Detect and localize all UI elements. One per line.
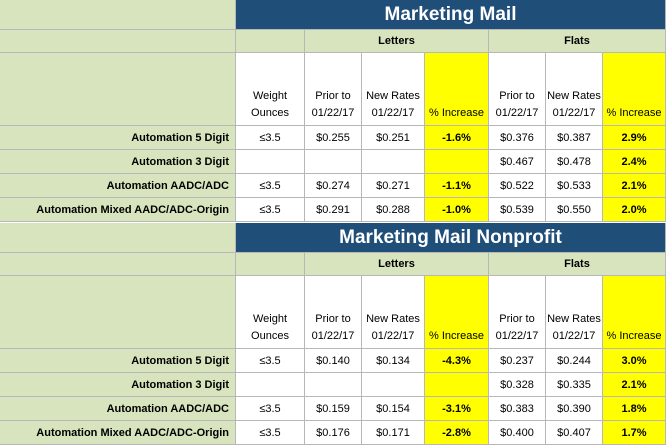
- letters-group-header: Letters: [305, 30, 489, 53]
- section-title: Marketing Mail Nonprofit: [236, 223, 666, 253]
- letters-increase-cell: -1.6%: [425, 126, 489, 150]
- section-title: Marketing Mail: [236, 0, 666, 30]
- group-weight-blank: [236, 30, 305, 53]
- letters-increase-cell: -4.3%: [425, 349, 489, 373]
- letters-new-cell: $0.134: [362, 349, 425, 373]
- flats-prior-cell: $0.539: [489, 198, 546, 222]
- weight-cell: [236, 373, 305, 397]
- row-label: Automation Mixed AADC/ADC-Origin: [0, 421, 236, 445]
- flats-new-header: New Rates 01/22/17: [546, 276, 603, 349]
- flats-prior-header: Prior to 01/22/17: [489, 53, 546, 126]
- letters-prior-header: Prior to 01/22/17: [305, 276, 362, 349]
- flats-increase-cell: 2.1%: [603, 373, 666, 397]
- letters-increase-header: % Increase: [425, 53, 489, 126]
- letters-group-header: Letters: [305, 253, 489, 276]
- group-left-blank: [0, 30, 236, 53]
- header-left-blank: [0, 53, 236, 126]
- weight-header: Weight Ounces: [236, 53, 305, 126]
- letters-prior-cell: $0.140: [305, 349, 362, 373]
- flats-group-header: Flats: [489, 30, 666, 53]
- flats-prior-cell: $0.383: [489, 397, 546, 421]
- letters-new-cell: $0.288: [362, 198, 425, 222]
- flats-increase-cell: 2.4%: [603, 150, 666, 174]
- weight-cell: ≤3.5: [236, 349, 305, 373]
- letters-new-cell: $0.271: [362, 174, 425, 198]
- letters-prior-cell: $0.291: [305, 198, 362, 222]
- weight-cell: [236, 150, 305, 174]
- flats-prior-cell: $0.328: [489, 373, 546, 397]
- letters-increase-cell: -1.0%: [425, 198, 489, 222]
- flats-prior-header: Prior to 01/22/17: [489, 276, 546, 349]
- letters-increase-cell: -2.8%: [425, 421, 489, 445]
- letters-new-cell: [362, 150, 425, 174]
- row-label: Automation 3 Digit: [0, 150, 236, 174]
- letters-prior-cell: $0.255: [305, 126, 362, 150]
- flats-increase-cell: 2.1%: [603, 174, 666, 198]
- weight-cell: ≤3.5: [236, 198, 305, 222]
- flats-new-cell: $0.478: [546, 150, 603, 174]
- flats-new-header: New Rates 01/22/17: [546, 53, 603, 126]
- flats-prior-cell: $0.237: [489, 349, 546, 373]
- row-label: Automation AADC/ADC: [0, 397, 236, 421]
- letters-prior-cell: $0.159: [305, 397, 362, 421]
- title-left-blank: [0, 0, 236, 30]
- flats-increase-cell: 1.8%: [603, 397, 666, 421]
- letters-prior-cell: $0.274: [305, 174, 362, 198]
- flats-increase-header: % Increase: [603, 276, 666, 349]
- letters-increase-cell: [425, 150, 489, 174]
- flats-prior-cell: $0.376: [489, 126, 546, 150]
- flats-increase-cell: 2.9%: [603, 126, 666, 150]
- letters-new-header: New Rates 01/22/17: [362, 276, 425, 349]
- weight-cell: ≤3.5: [236, 174, 305, 198]
- flats-increase-cell: 3.0%: [603, 349, 666, 373]
- letters-prior-cell: $0.176: [305, 421, 362, 445]
- flats-prior-cell: $0.467: [489, 150, 546, 174]
- flats-increase-cell: 2.0%: [603, 198, 666, 222]
- title-left-blank: [0, 223, 236, 253]
- row-label: Automation AADC/ADC: [0, 174, 236, 198]
- letters-new-cell: [362, 373, 425, 397]
- flats-new-cell: $0.390: [546, 397, 603, 421]
- row-label: Automation 5 Digit: [0, 126, 236, 150]
- letters-prior-cell: [305, 373, 362, 397]
- weight-header: Weight Ounces: [236, 276, 305, 349]
- flats-new-cell: $0.387: [546, 126, 603, 150]
- flats-new-cell: $0.244: [546, 349, 603, 373]
- letters-prior-header: Prior to 01/22/17: [305, 53, 362, 126]
- flats-new-cell: $0.335: [546, 373, 603, 397]
- flats-prior-cell: $0.522: [489, 174, 546, 198]
- flats-new-cell: $0.407: [546, 421, 603, 445]
- letters-increase-cell: [425, 373, 489, 397]
- flats-group-header: Flats: [489, 253, 666, 276]
- group-left-blank: [0, 253, 236, 276]
- flats-increase-header: % Increase: [603, 53, 666, 126]
- group-weight-blank: [236, 253, 305, 276]
- row-label: Automation 5 Digit: [0, 349, 236, 373]
- letters-increase-header: % Increase: [425, 276, 489, 349]
- flats-increase-cell: 1.7%: [603, 421, 666, 445]
- weight-cell: ≤3.5: [236, 397, 305, 421]
- letters-new-cell: $0.251: [362, 126, 425, 150]
- letters-new-header: New Rates 01/22/17: [362, 53, 425, 126]
- flats-prior-cell: $0.400: [489, 421, 546, 445]
- letters-new-cell: $0.171: [362, 421, 425, 445]
- header-left-blank: [0, 276, 236, 349]
- row-label: Automation 3 Digit: [0, 373, 236, 397]
- weight-cell: ≤3.5: [236, 421, 305, 445]
- letters-increase-cell: -1.1%: [425, 174, 489, 198]
- letters-increase-cell: -3.1%: [425, 397, 489, 421]
- letters-new-cell: $0.154: [362, 397, 425, 421]
- letters-prior-cell: [305, 150, 362, 174]
- row-label: Automation Mixed AADC/ADC-Origin: [0, 198, 236, 222]
- weight-cell: ≤3.5: [236, 126, 305, 150]
- flats-new-cell: $0.550: [546, 198, 603, 222]
- flats-new-cell: $0.533: [546, 174, 603, 198]
